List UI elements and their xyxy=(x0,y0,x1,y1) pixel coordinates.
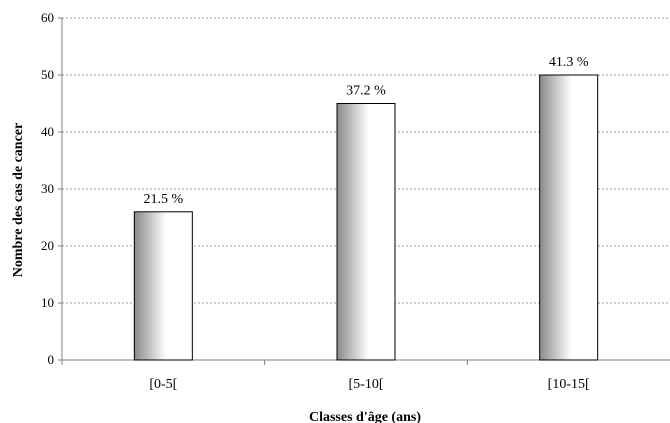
y-axis-title: Nombre des cas de cancer xyxy=(11,123,26,278)
y-tick-label: 40 xyxy=(41,124,54,139)
x-tick-label: [5-10[ xyxy=(349,377,384,392)
labels: 0 10 20 30 40 50 60 [0-5[ 21.5 % [5-10[ 37.2 % [10-… xyxy=(41,10,590,392)
bar xyxy=(133,211,193,361)
y-tick-label: 60 xyxy=(41,10,54,25)
y-tick-label: 50 xyxy=(41,67,54,82)
x-tick-label: [10-15[ xyxy=(548,377,590,392)
x-tick-label: [0-5[ xyxy=(149,377,177,392)
bars xyxy=(133,74,599,361)
y-tick-label: 10 xyxy=(41,295,54,310)
y-tick-label: 20 xyxy=(41,238,54,253)
y-tick-label: 30 xyxy=(41,181,54,196)
x-axis-title: Classes d'âge (ans) xyxy=(309,410,421,423)
data-label: 41.3 % xyxy=(549,55,589,70)
data-label: 21.5 % xyxy=(143,192,183,207)
data-label: 37.2 % xyxy=(346,84,386,99)
bar xyxy=(336,103,396,361)
bar xyxy=(539,74,599,361)
y-tick-label: 0 xyxy=(48,352,55,367)
